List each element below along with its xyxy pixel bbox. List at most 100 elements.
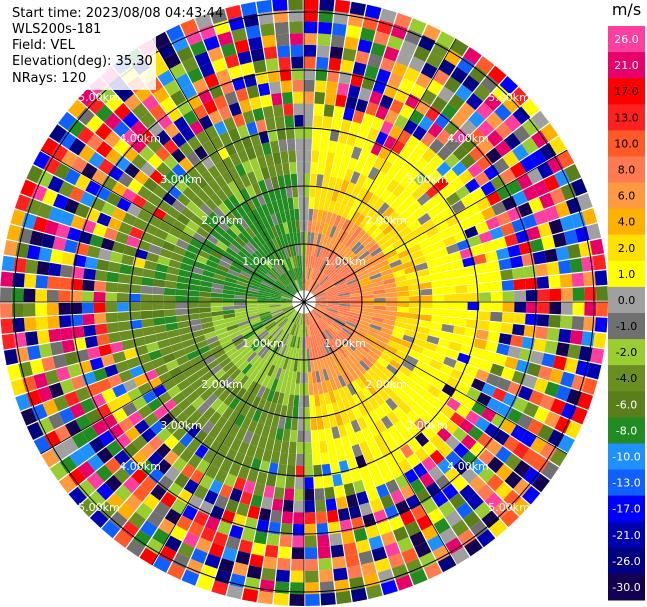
range-gate	[218, 558, 235, 574]
range-gate	[78, 498, 98, 517]
range-gate	[236, 502, 250, 517]
range-gate	[342, 205, 352, 219]
range-gate	[257, 294, 270, 299]
range-gate	[426, 79, 444, 96]
range-gate	[301, 255, 304, 267]
range-gate	[186, 151, 201, 166]
range-gate	[205, 259, 219, 269]
range-gate	[394, 221, 408, 233]
range-gate	[275, 355, 283, 368]
range-gate	[555, 201, 571, 218]
range-gate	[113, 467, 131, 484]
range-gate	[191, 266, 204, 275]
range-gate	[361, 203, 373, 217]
range-gate	[277, 45, 291, 58]
range-gate	[413, 462, 428, 478]
range-gate	[344, 323, 357, 331]
range-gate	[212, 531, 229, 547]
range-gate	[259, 285, 272, 292]
range-gate	[444, 294, 456, 302]
range-gate	[522, 466, 541, 485]
range-gate	[314, 292, 326, 298]
range-gate	[288, 270, 295, 282]
range-gate	[371, 472, 385, 488]
range-gate	[362, 177, 374, 191]
range-gate	[247, 336, 259, 347]
range-gate	[352, 393, 363, 406]
range-gate	[345, 553, 360, 568]
range-gate	[182, 186, 197, 201]
range-gate	[457, 529, 476, 547]
range-gate	[298, 267, 302, 279]
range-gate	[456, 56, 475, 75]
range-gate	[408, 200, 422, 214]
range-gate	[346, 208, 357, 221]
range-gate	[162, 398, 177, 413]
range-gate	[242, 430, 254, 444]
range-gate	[378, 219, 391, 232]
range-gate	[465, 410, 481, 425]
range-gate	[210, 193, 223, 207]
range-gate	[436, 129, 452, 145]
range-gate	[342, 47, 357, 62]
range-gate	[223, 285, 236, 291]
range-gate	[382, 223, 395, 236]
range-gate	[315, 299, 328, 302]
range-gate	[571, 374, 587, 392]
range-gate	[283, 174, 292, 187]
range-gate	[327, 296, 339, 300]
range-gate	[310, 311, 318, 322]
range-gate	[435, 345, 449, 356]
range-gate	[392, 449, 406, 464]
range-gate	[172, 219, 186, 232]
colorbar-segment	[608, 234, 645, 262]
range-gate	[362, 302, 375, 306]
range-gate	[488, 65, 507, 84]
range-gate	[158, 177, 174, 192]
range-gate	[335, 258, 346, 269]
range-gate	[313, 244, 319, 257]
range-gate	[517, 202, 533, 218]
range-gate	[268, 426, 278, 440]
range-gate	[405, 271, 419, 280]
range-gate	[140, 476, 157, 493]
range-gate	[392, 406, 406, 420]
range-gate	[101, 388, 117, 403]
range-gate	[264, 153, 275, 167]
range-gate	[399, 208, 413, 221]
range-gate	[475, 263, 489, 274]
range-gate	[29, 230, 44, 247]
range-gate	[182, 226, 196, 238]
range-gate	[250, 48, 265, 62]
range-gate	[566, 388, 582, 406]
range-gate	[284, 382, 292, 395]
range-gate	[444, 302, 456, 310]
range-gate	[408, 243, 422, 254]
range-gate	[187, 67, 204, 84]
range-gate	[394, 114, 409, 130]
range-gate	[309, 324, 314, 337]
range-gate	[147, 451, 164, 468]
range-gate	[311, 220, 317, 233]
range-gate	[196, 575, 214, 592]
range-gate	[112, 120, 130, 138]
range-gate	[187, 453, 203, 469]
range-gate	[342, 327, 353, 337]
range-gate	[208, 84, 224, 100]
range-gate	[304, 523, 317, 536]
range-gate	[10, 378, 26, 396]
range-gate	[464, 225, 479, 239]
range-gate	[342, 385, 352, 398]
range-gate	[278, 139, 288, 152]
range-gate	[487, 331, 501, 343]
range-gate	[162, 378, 177, 392]
range-gate	[495, 446, 513, 463]
range-gate	[128, 293, 141, 302]
range-gate	[339, 231, 349, 243]
range-gate	[202, 406, 216, 421]
range-gate	[318, 345, 325, 358]
range-gate	[402, 334, 416, 344]
range-gate	[248, 281, 261, 288]
range-gate	[3, 348, 19, 366]
range-gate	[357, 403, 369, 417]
